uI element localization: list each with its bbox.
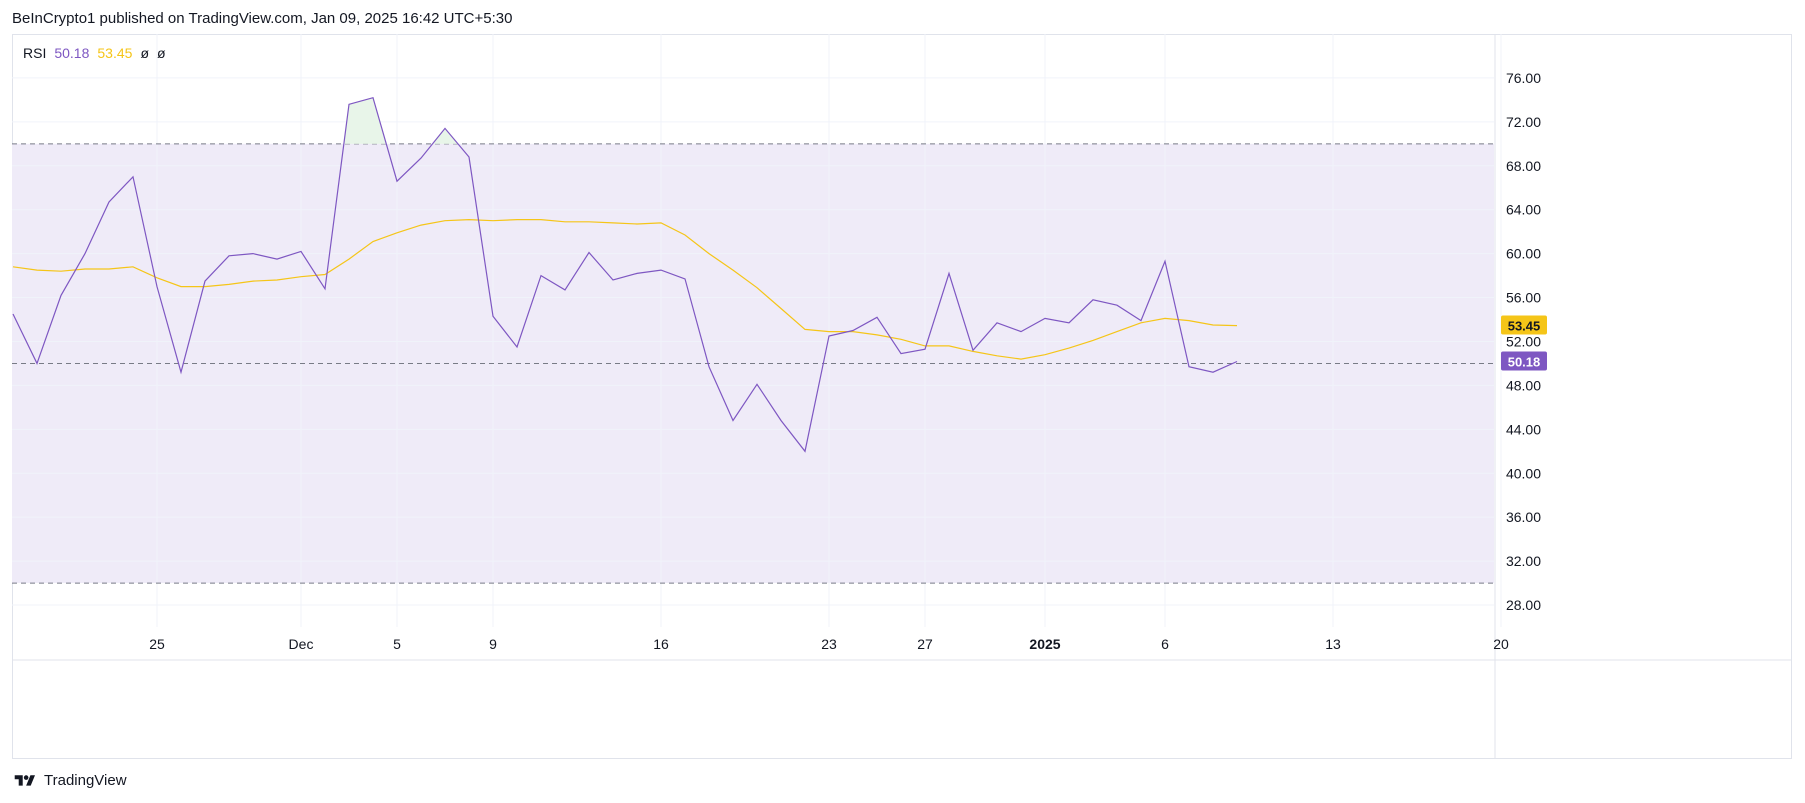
x-tick-label: 6 (1161, 636, 1169, 652)
last-value-label: 50.18 (1508, 354, 1541, 369)
x-tick-label: 16 (653, 636, 669, 652)
overbought-fill (343, 97, 387, 144)
last-value-badge (1501, 315, 1547, 335)
y-tick-label: 28.00 (1506, 597, 1541, 613)
tradingview-brand-text: TradingView (44, 772, 127, 789)
x-tick-label: Dec (289, 636, 314, 652)
legend-na-value-1: ø (140, 45, 149, 61)
x-tick-label: 23 (821, 636, 837, 652)
overbought-fill (432, 128, 458, 144)
y-tick-label: 68.00 (1506, 158, 1541, 174)
x-tick-label: 5 (393, 636, 401, 652)
y-tick-label: 32.00 (1506, 553, 1541, 569)
y-tick-label: 56.00 (1506, 290, 1541, 306)
legend-indicator-name[interactable]: RSI (23, 45, 47, 61)
y-tick-label: 60.00 (1506, 246, 1541, 262)
tradingview-logo-icon (14, 774, 35, 786)
published-by-text: BeInCrypto1 published on TradingView.com… (12, 10, 513, 27)
series-line-rsi-ma (12, 218, 1238, 360)
y-tick-label: 44.00 (1506, 421, 1541, 437)
indicator-legend[interactable]: RSI 50.18 53.45 ø ø (23, 45, 166, 61)
x-tick-label: 25 (149, 636, 165, 652)
y-tick-label: 40.00 (1506, 465, 1541, 481)
x-tick-label: 9 (489, 636, 497, 652)
legend-rsi-value: 50.18 (54, 45, 90, 61)
x-tick-label: 13 (1325, 636, 1341, 652)
y-tick-label: 52.00 (1506, 333, 1541, 349)
y-tick-label: 36.00 (1506, 509, 1541, 525)
last-value-badge (1501, 351, 1547, 371)
series-line-rsi (12, 96, 1238, 453)
y-tick-label: 72.00 (1506, 114, 1541, 130)
x-tick-label: 27 (917, 636, 933, 652)
x-tick-label: 20 (1493, 636, 1509, 652)
y-tick-label: 76.00 (1506, 70, 1541, 86)
x-tick-label: 2025 (1029, 636, 1060, 652)
legend-ma-value: 53.45 (97, 45, 133, 61)
tradingview-logo[interactable]: TradingView (12, 772, 127, 789)
y-tick-label: 64.00 (1506, 202, 1541, 218)
legend-na-value-2: ø (157, 45, 166, 61)
last-value-label: 53.45 (1508, 319, 1541, 334)
y-tick-label: 48.00 (1506, 377, 1541, 393)
